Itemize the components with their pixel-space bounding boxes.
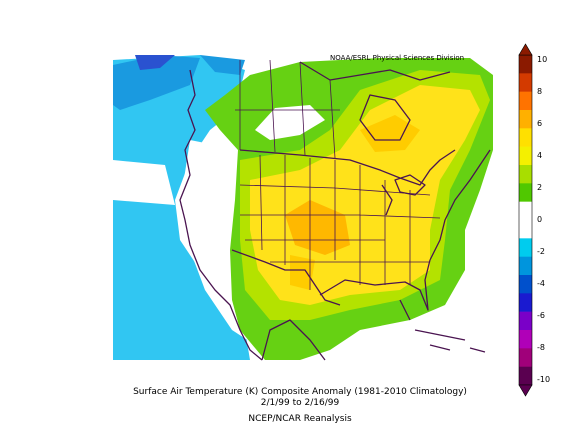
neutral-region-2 <box>113 160 175 205</box>
colorbar-tick-label: -6 <box>537 311 545 320</box>
colorbar-segment <box>519 183 532 202</box>
colorbar-segment <box>519 165 532 184</box>
colorbar-tick-label: 2 <box>537 183 543 192</box>
colorbar-tick-label: 10 <box>537 55 548 64</box>
colorbar-tick-label: 4 <box>537 151 543 160</box>
strong-warm-region-2 <box>360 115 420 152</box>
colorbar-segment <box>519 146 532 166</box>
strong-cold-region <box>113 55 200 110</box>
mexico-coastline <box>261 319 326 361</box>
anomaly-field <box>113 55 493 360</box>
caption-source: NCEP/NCAR Reanalysis <box>248 414 352 424</box>
colorbar-segment <box>519 128 532 147</box>
colorbar-segment <box>519 366 532 386</box>
caption-dates: 2/1/99 to 2/16/99 <box>260 398 340 408</box>
colorbar-tick-label: -10 <box>537 375 551 384</box>
colorbar-segment <box>519 110 532 129</box>
warm-region <box>250 85 480 305</box>
colorbar-bottom-arrow <box>518 384 533 397</box>
colorbar-segment <box>519 293 532 312</box>
colorbar-segment <box>519 73 532 92</box>
colorbar-segment <box>519 201 532 221</box>
colorbar-tick-label: -4 <box>537 279 545 288</box>
cold-anomaly-region <box>113 55 250 360</box>
east-coastline <box>429 149 491 261</box>
arctic-coast <box>299 61 451 81</box>
gulf-coastline <box>319 259 431 311</box>
colorbar-segment <box>519 220 532 239</box>
colorbar-tick-label: 6 <box>537 119 543 128</box>
colorbar-segment <box>519 330 532 349</box>
credit-text: NOAA/ESRL Physical Sciences Division <box>330 54 465 62</box>
province-lines <box>235 59 340 159</box>
colorbar-segment <box>519 311 532 331</box>
west-coastline <box>179 69 263 361</box>
colorbar-segment <box>519 275 532 294</box>
cold-patch <box>200 55 245 75</box>
colorbar-segment <box>519 238 532 257</box>
hudson-bay <box>359 94 411 141</box>
colorbar-segment <box>519 91 532 111</box>
colorbar <box>518 54 533 386</box>
strong-warm-region-3 <box>290 255 315 290</box>
colorbar-segment <box>519 348 532 367</box>
boundaries <box>179 59 491 361</box>
state-lines <box>239 154 441 290</box>
neutral-patch <box>255 105 325 140</box>
colorbar-segment <box>519 256 532 276</box>
colorbar-tick-label: 0 <box>537 215 543 224</box>
caption-title: Surface Air Temperature (K) Composite An… <box>133 387 467 397</box>
us-mexico-border <box>231 249 341 306</box>
colorbar-tick-label: 8 <box>537 87 543 96</box>
colorbar-tick-label: -8 <box>537 343 545 352</box>
caribbean-islands <box>399 299 486 353</box>
strongest-cold-region <box>135 55 175 70</box>
colorbar-top-arrow <box>518 43 533 56</box>
strong-warm-region <box>285 200 350 255</box>
colorbar-tick-label: -2 <box>537 247 545 256</box>
colorbar-segment <box>519 55 532 74</box>
